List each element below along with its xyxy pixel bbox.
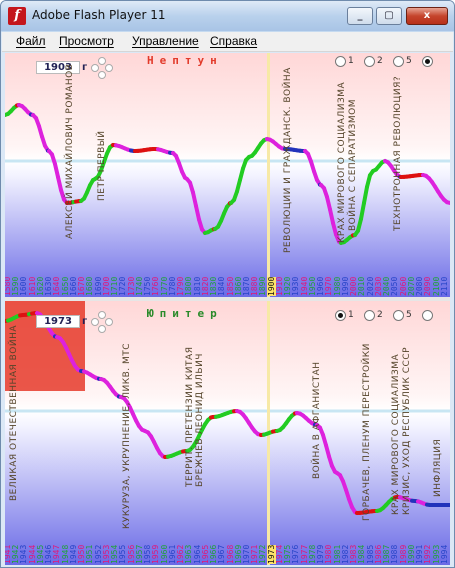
year-input[interactable]: 1973 (36, 315, 80, 328)
maximize-button[interactable]: ▢ (376, 7, 402, 25)
curve-segment (194, 204, 201, 222)
menu-view[interactable]: Просмотр (59, 34, 114, 48)
event-label: КРАХ МИРОВОГО СОЦИАЛИЗМА (391, 353, 401, 515)
curve-segment (53, 162, 60, 179)
event-label: ТЕХНОТРОННАЯ РЕВОЛЮЦИЯ? (393, 75, 403, 231)
year-input[interactable]: 1903 (36, 61, 80, 74)
speed-radio-label: 1 (348, 56, 354, 66)
jupiter-chart (5, 301, 450, 565)
planet-name: Нептун (147, 54, 223, 67)
year-tick[interactable]: 1984 (357, 544, 367, 564)
event-label: КРАХ МИРОВОГО СОЦИАЛИЗМА (337, 81, 347, 243)
neptune-panel: 1903 г Нептун 1 2 5 АЛЕКСЕЙ МИХАЙЛОВИЧ РОМ… (5, 53, 450, 297)
flash-player-icon: f (8, 7, 26, 25)
event-label: ВОЙНА С СЕПАРАТИЗМОМ (348, 98, 358, 231)
speed-radio[interactable] (393, 56, 404, 67)
speed-radio[interactable] (393, 310, 404, 321)
curve-segment (356, 217, 363, 233)
title-bar[interactable]: f Adobe Flash Player 11 _ ▢ x (1, 1, 454, 31)
year-suffix: г (82, 316, 88, 327)
year-tick[interactable]: 1955 (118, 544, 128, 564)
event-label: КРИЗИС, УХОД РЕСПУБЛИК СССР (402, 346, 412, 515)
event-label: ИНФЛЯЦИЯ (433, 438, 443, 497)
year-tick[interactable]: 2050 (390, 276, 400, 296)
event-label: ВЕЛИКАЯ ОТЕЧЕСТВЕННАЯ ВОЙНА (9, 324, 19, 501)
curve-segment (328, 207, 335, 225)
nav-left-icon[interactable] (91, 318, 99, 326)
neptune-chart (5, 53, 450, 297)
year-tick[interactable]: 1959 (151, 544, 161, 564)
current-year-marker (267, 53, 270, 297)
speed-radio[interactable] (335, 310, 346, 321)
speed-radio-label: 2 (377, 56, 383, 66)
event-label: ПЕТР ПЕРВЫЙ (97, 130, 107, 201)
event-label: БРЕЖНЕВ ЛЕОНИД ИЛЬИЧ (195, 353, 205, 487)
menu-control[interactable]: Управление (132, 34, 199, 48)
curve-segment (365, 173, 372, 189)
speed-radio-label: 1 (348, 310, 354, 320)
year-tick[interactable]: 2110 (439, 276, 449, 296)
year-tick[interactable]: 2090 (423, 276, 433, 296)
event-label: ВОЙНА В АФГАНИСТАН (312, 361, 322, 479)
speed-radio[interactable] (335, 56, 346, 67)
speed-radio-group: 1 2 5 (335, 56, 445, 70)
year-tick[interactable]: 1760 (151, 276, 161, 296)
panel-divider (5, 297, 450, 301)
nav-left-icon[interactable] (91, 64, 99, 72)
curve-segment (362, 185, 369, 205)
nav-up-icon[interactable] (98, 311, 106, 319)
year-timeline[interactable]: 1580 1590 1600 1610 1620 1630 1640 1650 1660 1670… (5, 267, 450, 297)
minimize-button[interactable]: _ (347, 7, 373, 25)
nav-right-icon[interactable] (105, 64, 113, 72)
year-tick[interactable]: 1992 (423, 544, 433, 564)
menu-bar: Файл Просмотр Управление Справка (2, 32, 453, 52)
curve-segment (191, 190, 198, 208)
event-label: ГОРБАЧЕВ, ПЛЕНУМ ПЕРЕСТРОЙКИ (362, 343, 372, 521)
curve-segment (445, 200, 450, 205)
speed-radio-label: 2 (377, 310, 383, 320)
speed-radio[interactable] (422, 56, 433, 67)
chart-background (5, 53, 450, 297)
nav-right-icon[interactable] (105, 318, 113, 326)
speed-radio-label: 5 (406, 56, 412, 66)
year-tick[interactable]: 1994 (439, 544, 449, 564)
close-button[interactable]: x (406, 7, 448, 25)
year-tick[interactable]: 1800 (184, 276, 194, 296)
navigation-pad[interactable] (91, 57, 113, 79)
curve-segment (56, 175, 63, 192)
year-tick[interactable]: 1963 (184, 544, 194, 564)
menu-help[interactable]: Справка (210, 34, 258, 48)
navigation-pad[interactable] (91, 311, 113, 333)
speed-radio-label: 5 (406, 310, 412, 320)
year-tick[interactable]: 1988 (390, 544, 400, 564)
year-timeline[interactable]: 1941 1942 1943 1944 1945 1946 1947 1948 1949 1950… (5, 535, 450, 565)
nav-down-icon[interactable] (98, 325, 106, 333)
year-tick[interactable]: 1967 (217, 544, 227, 564)
planet-name: Юпитер (147, 307, 223, 320)
speed-radio[interactable] (364, 56, 375, 67)
year-value: 1973 (44, 316, 72, 327)
nav-down-icon[interactable] (98, 71, 106, 79)
speed-radio[interactable] (422, 310, 433, 321)
year-tick[interactable]: 1720 (118, 276, 128, 296)
menu-file[interactable]: Файл (16, 34, 46, 48)
event-label: АЛЕКСЕЙ МИХАЙЛОВИЧ РОМАНОВ (65, 63, 75, 239)
event-label: ТЕРРИТ. ПРЕТЕНЗИИ КИТАЯ (185, 346, 195, 487)
event-label: РЕВОЛЮЦИИ И ГРАЖДАНСК. ВОЙНА (283, 67, 293, 253)
year-value: 1903 (44, 62, 72, 73)
speed-radio-group: 1 2 5 (335, 310, 445, 324)
nav-up-icon[interactable] (98, 57, 106, 65)
year-tick[interactable]: 2010 (357, 276, 367, 296)
event-label: КУКУРУЗА, УКРУПНЕНИЕ, ЛИКВ. МТС (122, 342, 132, 529)
year-suffix: г (82, 62, 88, 73)
curve-segment (359, 201, 366, 221)
window-title: Adobe Flash Player 11 (32, 8, 166, 22)
curve-segment (325, 194, 332, 212)
speed-radio[interactable] (364, 310, 375, 321)
year-tick[interactable]: 1840 (217, 276, 227, 296)
flash-content: 1903 г Нептун 1 2 5 АЛЕКСЕЙ МИХАЙЛОВИЧ РОМ… (5, 53, 450, 565)
jupiter-panel: 1973 г Юпитер 1 2 5 ВЕЛИКАЯ ОТЕЧЕСТВЕННАЯ … (5, 301, 450, 565)
